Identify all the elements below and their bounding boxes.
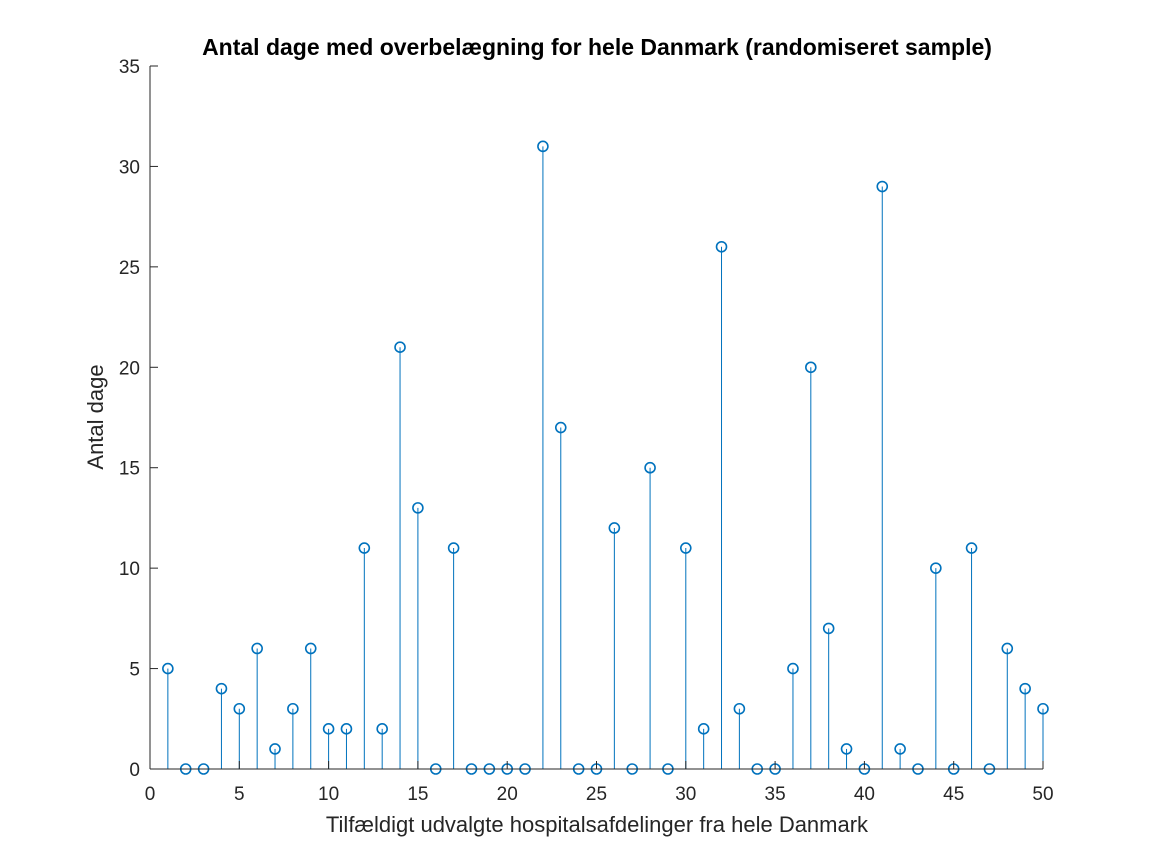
stem-marker xyxy=(376,723,388,735)
stem-marker xyxy=(608,522,621,534)
stem-marker xyxy=(679,542,692,554)
x-tick-label: 15 xyxy=(407,784,428,805)
x-axis-label: Tilfældigt udvalgte hospitalsafdelinger … xyxy=(326,812,869,837)
stem-marker xyxy=(322,723,335,735)
chart-title: Antal dage med overbelægning for hele Da… xyxy=(202,34,992,60)
y-axis-label: Antal dage xyxy=(83,364,108,469)
y-tick-label: 5 xyxy=(129,660,140,681)
x-tick-label: 30 xyxy=(675,784,696,805)
stem-marker xyxy=(269,743,281,755)
stem-marker xyxy=(394,341,406,354)
stem-marker xyxy=(733,702,746,715)
stem-marker xyxy=(412,502,424,514)
y-tick-label: 25 xyxy=(119,258,140,279)
stem-marker xyxy=(251,642,263,655)
stem-marker xyxy=(787,662,799,675)
stem-marker xyxy=(554,421,567,434)
stem-marker xyxy=(644,461,656,474)
stem-marker xyxy=(715,240,728,253)
y-tick-label: 15 xyxy=(119,459,140,480)
stem-marker xyxy=(876,180,889,193)
x-tick-label: 0 xyxy=(145,784,156,805)
y-tick-label: 20 xyxy=(119,358,140,379)
stem-marker xyxy=(1001,642,1014,655)
stem-marker xyxy=(965,542,978,554)
stem-marker xyxy=(340,723,353,735)
x-tick-label: 25 xyxy=(586,784,607,805)
x-tick-label: 50 xyxy=(1032,784,1053,805)
stems-group xyxy=(162,140,1049,775)
stem-marker xyxy=(447,542,460,554)
stem-marker xyxy=(840,743,853,755)
stem-marker xyxy=(162,662,174,675)
stem-marker xyxy=(215,682,228,695)
axes-group: 0 5 10 15 20 25 30 35 40 45 50 0 5 10 15 20 25 30 35 xyxy=(119,57,1054,805)
x-tick-label: 35 xyxy=(765,784,786,805)
x-tick-label: 45 xyxy=(943,784,964,805)
y-tick-label: 35 xyxy=(119,57,140,78)
y-tick-label: 10 xyxy=(119,559,140,580)
stem-marker xyxy=(358,542,371,554)
stem-marker xyxy=(1037,702,1049,715)
stem-marker xyxy=(697,723,710,735)
stem-marker xyxy=(233,702,246,715)
stem-marker xyxy=(894,743,906,755)
x-tick-label: 5 xyxy=(234,784,245,805)
x-tick-label: 10 xyxy=(318,784,339,805)
y-tick-label: 30 xyxy=(119,157,140,178)
stem-marker xyxy=(805,361,817,374)
stem-marker xyxy=(930,562,942,574)
stem-marker xyxy=(304,642,317,655)
x-tick-label: 20 xyxy=(497,784,518,805)
x-tick-label: 40 xyxy=(854,784,875,805)
y-tick-label: 0 xyxy=(129,760,140,781)
stem-marker xyxy=(287,702,299,715)
stem-marker xyxy=(1019,682,1031,695)
stem-marker xyxy=(537,140,549,153)
stem-marker xyxy=(822,622,835,635)
